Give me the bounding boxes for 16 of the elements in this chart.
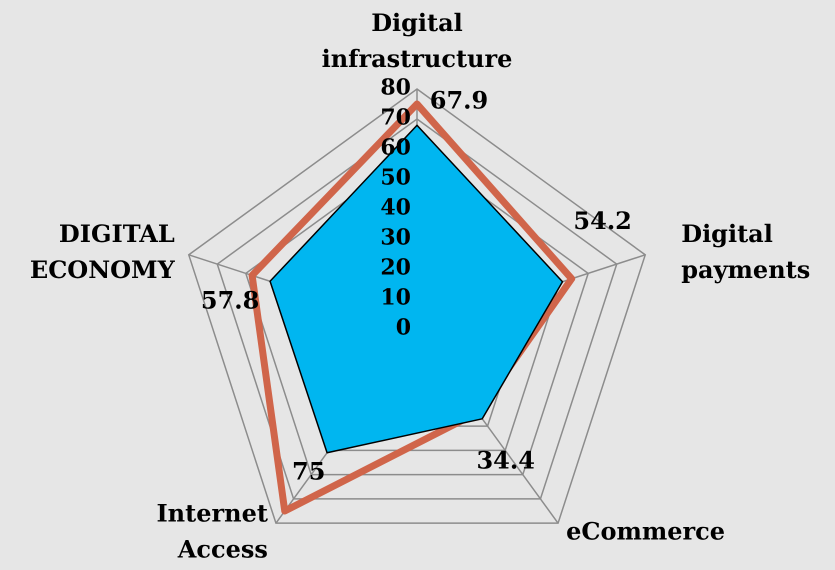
y-tick-label: 80 xyxy=(380,74,411,101)
y-tick-label: 30 xyxy=(380,224,411,251)
spoke-label: Digital payments xyxy=(681,219,810,284)
data-label: 54.2 xyxy=(573,206,632,235)
data-label: 67.9 xyxy=(430,86,488,115)
data-label: 75 xyxy=(292,456,326,486)
spoke-label: Internet Access xyxy=(156,498,268,564)
y-tick-label: 50 xyxy=(380,164,411,191)
spoke-label: DIGITAL ECONOMY xyxy=(30,219,176,284)
spoke-label: Digital infrastructure xyxy=(322,8,512,74)
y-tick-label: 40 xyxy=(380,194,411,221)
data-label: 34.4 xyxy=(476,446,535,475)
spoke-label: eCommerce xyxy=(566,516,726,546)
y-tick-label: 20 xyxy=(380,254,411,281)
y-tick-label: 0 xyxy=(396,314,411,341)
y-tick-label: 10 xyxy=(380,284,411,311)
